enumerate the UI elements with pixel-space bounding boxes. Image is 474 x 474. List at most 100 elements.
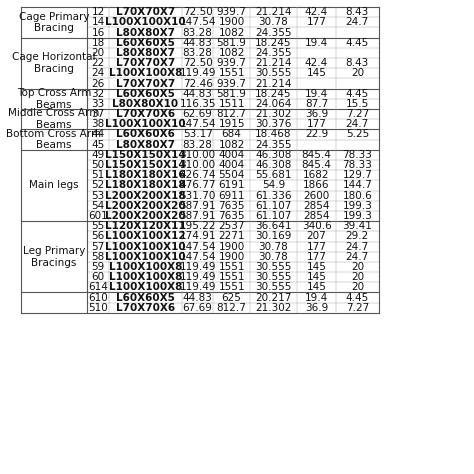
Text: 2537: 2537 (219, 221, 245, 231)
Text: 177: 177 (307, 119, 327, 129)
Text: 4.45: 4.45 (346, 38, 369, 48)
Text: 2600: 2600 (303, 191, 330, 201)
Text: 19.4: 19.4 (305, 38, 328, 48)
Text: 2271: 2271 (219, 231, 245, 241)
Text: 8.43: 8.43 (346, 58, 369, 68)
Text: L180X180X16: L180X180X16 (105, 170, 186, 180)
Text: 53: 53 (91, 191, 105, 201)
Text: 54.9: 54.9 (262, 181, 285, 191)
Text: 426.74: 426.74 (179, 170, 216, 180)
Text: 7635: 7635 (219, 201, 245, 211)
Text: 147.54: 147.54 (179, 18, 216, 27)
Text: 49: 49 (91, 150, 105, 160)
Text: 812.7: 812.7 (217, 109, 246, 119)
Text: 1082: 1082 (219, 48, 245, 58)
Text: 129.7: 129.7 (342, 170, 372, 180)
Text: 24.7: 24.7 (346, 252, 369, 262)
Text: 59: 59 (91, 262, 105, 272)
Text: 18: 18 (91, 38, 105, 48)
Text: 340.6: 340.6 (301, 221, 331, 231)
Text: L70X70X7: L70X70X7 (116, 79, 175, 89)
Text: 14: 14 (91, 18, 105, 27)
Text: 7.27: 7.27 (346, 109, 369, 119)
Text: 83.28: 83.28 (182, 48, 212, 58)
Text: 21.302: 21.302 (255, 303, 292, 313)
Text: 21.214: 21.214 (255, 7, 292, 17)
Text: 310.00: 310.00 (180, 160, 216, 170)
Text: 78.33: 78.33 (342, 150, 372, 160)
Text: 6191: 6191 (219, 181, 245, 191)
Text: L70X70X6: L70X70X6 (116, 109, 175, 119)
Text: 30.78: 30.78 (259, 18, 288, 27)
Text: 1915: 1915 (219, 119, 245, 129)
Text: 57: 57 (91, 242, 105, 252)
Text: 7635: 7635 (219, 211, 245, 221)
Text: 20.217: 20.217 (255, 292, 292, 302)
Text: 180.6: 180.6 (342, 191, 372, 201)
Text: L70X70X7: L70X70X7 (116, 58, 175, 68)
Text: 29.2: 29.2 (346, 231, 369, 241)
Text: 36.641: 36.641 (255, 221, 292, 231)
Text: 19.4: 19.4 (305, 292, 328, 302)
Text: Bottom Cross Arm
Beams: Bottom Cross Arm Beams (6, 129, 101, 150)
Text: 684: 684 (222, 129, 242, 139)
Text: L70X70X7: L70X70X7 (116, 7, 175, 17)
Text: L200X200X20: L200X200X20 (105, 211, 186, 221)
Text: 54: 54 (91, 201, 105, 211)
Text: 20: 20 (351, 68, 364, 78)
Text: L120X120X11: L120X120X11 (105, 221, 186, 231)
Text: 30.555: 30.555 (255, 272, 292, 282)
Text: 531.70: 531.70 (180, 191, 216, 201)
Text: L100X100X10: L100X100X10 (105, 252, 186, 262)
Text: 24.355: 24.355 (255, 27, 292, 37)
Text: 20: 20 (351, 262, 364, 272)
Text: 4.45: 4.45 (346, 292, 369, 302)
Text: 30.169: 30.169 (255, 231, 292, 241)
Text: 144.7: 144.7 (342, 181, 372, 191)
Text: 145: 145 (307, 272, 327, 282)
Text: L200X200X18: L200X200X18 (105, 191, 186, 201)
Text: L100X100X8: L100X100X8 (109, 283, 182, 292)
Text: 15.5: 15.5 (346, 99, 369, 109)
Text: 37: 37 (91, 109, 105, 119)
Text: 72.50: 72.50 (183, 58, 212, 68)
Text: 18.245: 18.245 (255, 89, 292, 99)
Text: 845.4: 845.4 (301, 160, 331, 170)
Text: Cage Primary
Bracing: Cage Primary Bracing (18, 11, 89, 33)
Text: 51: 51 (91, 170, 105, 180)
Text: 46.308: 46.308 (255, 150, 292, 160)
Text: 5.25: 5.25 (346, 129, 369, 139)
Text: 61.107: 61.107 (255, 201, 292, 211)
Text: L150X150X14: L150X150X14 (105, 150, 186, 160)
Text: 476.77: 476.77 (179, 181, 216, 191)
Text: 50: 50 (91, 160, 104, 170)
Text: 20: 20 (91, 48, 104, 58)
Text: 310.00: 310.00 (180, 150, 216, 160)
Text: 72.46: 72.46 (182, 79, 212, 89)
Text: 1551: 1551 (219, 272, 245, 282)
Text: 1082: 1082 (219, 140, 245, 150)
Text: Cage Horizontal
Bracing: Cage Horizontal Bracing (12, 52, 96, 74)
Text: 30.78: 30.78 (259, 242, 288, 252)
Text: 24.7: 24.7 (346, 18, 369, 27)
Text: 33: 33 (91, 99, 105, 109)
Text: 4.45: 4.45 (346, 89, 369, 99)
Text: 42.4: 42.4 (305, 7, 328, 17)
Text: 119.49: 119.49 (179, 68, 216, 78)
Text: Middle Cross Arm
Beams: Middle Cross Arm Beams (8, 109, 100, 130)
Text: 174.91: 174.91 (179, 231, 216, 241)
Text: 4004: 4004 (219, 160, 245, 170)
Text: L80X80X7: L80X80X7 (116, 140, 175, 150)
Text: 58: 58 (91, 252, 105, 262)
Text: L100X100X8: L100X100X8 (109, 68, 182, 78)
Text: 44.83: 44.83 (182, 89, 212, 99)
Text: 145: 145 (307, 262, 327, 272)
Text: 20: 20 (351, 283, 364, 292)
Text: 145: 145 (307, 68, 327, 78)
Text: 44.83: 44.83 (182, 38, 212, 48)
Text: L100X100X10: L100X100X10 (105, 119, 186, 129)
Text: 62.69: 62.69 (182, 109, 212, 119)
Text: 1551: 1551 (219, 283, 245, 292)
Text: 44: 44 (91, 129, 105, 139)
Text: Leg Primary
Bracings: Leg Primary Bracings (23, 246, 85, 268)
